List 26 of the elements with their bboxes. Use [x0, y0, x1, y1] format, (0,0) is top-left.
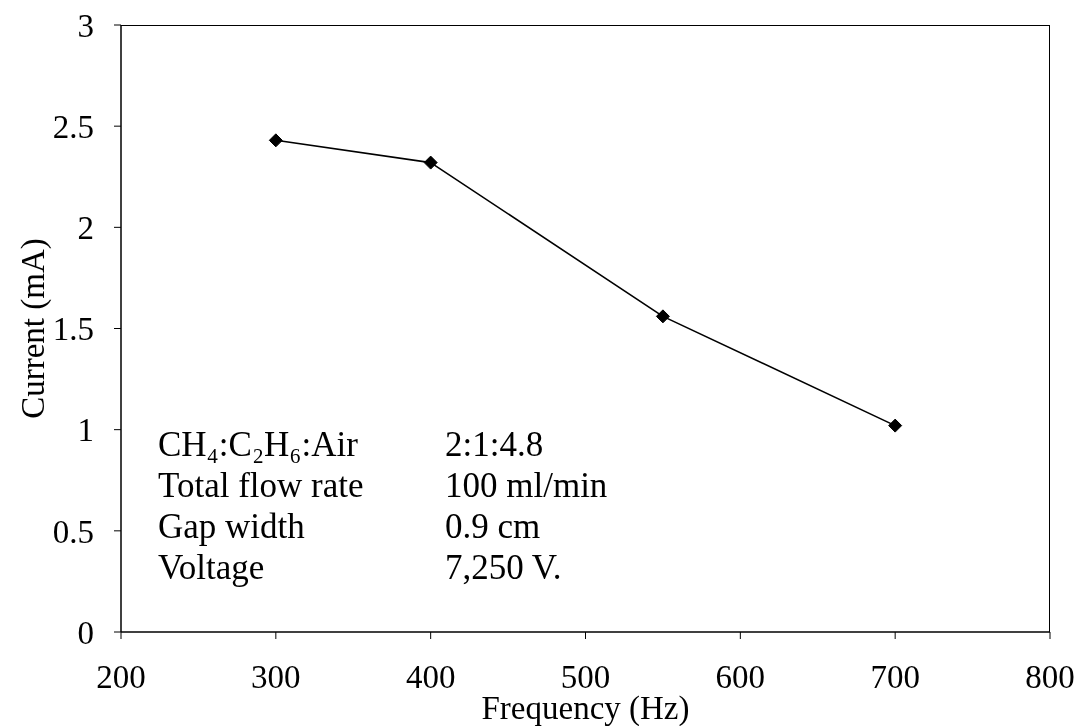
y-tick-label: 2.5 [52, 108, 94, 145]
y-tick-label: 1 [77, 412, 94, 449]
x-tick-label: 600 [715, 659, 766, 696]
point [423, 155, 438, 170]
annotation: 2:1:4.8 [445, 424, 545, 465]
y-axis-title: Current (mA) [14, 238, 52, 419]
y-tick-label: 1.5 [52, 311, 94, 348]
point [655, 309, 670, 324]
y-tick-label: 2 [77, 210, 94, 247]
y-tick-label: 0.5 [52, 513, 94, 550]
annotation: 0.9 cm [445, 506, 542, 547]
x-tick-label: 700 [870, 659, 920, 696]
annotation: Voltage [158, 547, 266, 588]
x-tick-label: 800 [1025, 659, 1075, 696]
point [268, 133, 283, 148]
annotation: CH₄:C₂H₆:Air [158, 424, 359, 465]
y-tick-label: 3 [77, 7, 94, 44]
x-tick-label: 400 [405, 659, 456, 696]
annotation: Total flow rate [158, 465, 365, 506]
annotation: 7,250 V. [445, 547, 563, 588]
x-tick-label: 200 [96, 659, 146, 696]
annotation: Gap width [158, 506, 306, 547]
annotation: 100 ml/min [445, 465, 608, 506]
y-tick-label: 0 [77, 614, 94, 651]
point [888, 418, 903, 433]
x-tick-label: 300 [251, 659, 301, 696]
